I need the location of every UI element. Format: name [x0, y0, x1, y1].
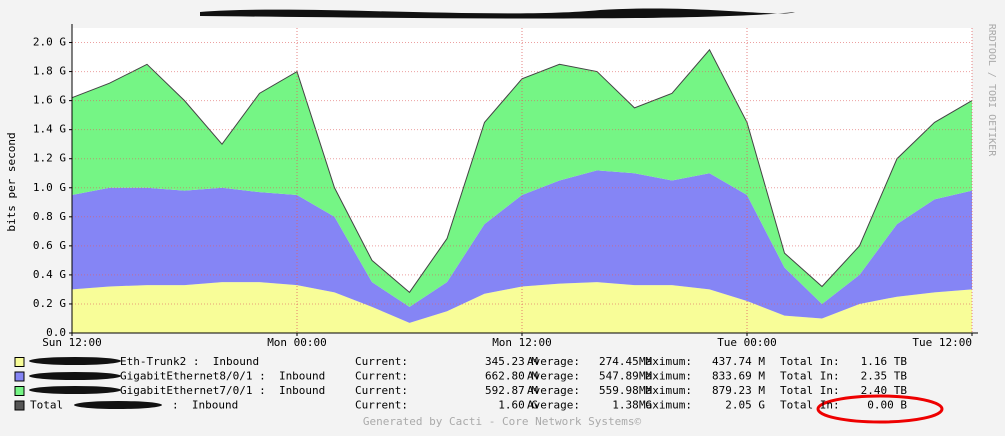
- total-outline: [71, 48, 973, 294]
- legend-stat-label: Total In:: [780, 384, 840, 397]
- footer: Generated by Cacti - Core Network System…: [363, 415, 642, 428]
- legend-stat-label: Average:: [527, 399, 580, 412]
- legend-stat-label: Average:: [527, 370, 580, 383]
- redactions: [29, 357, 162, 409]
- redacted-text: [29, 357, 121, 365]
- y-tick-label: 0.8 G: [33, 210, 66, 223]
- legend-swatch: [14, 371, 25, 382]
- legend-stat-value: 2.35 TB: [861, 370, 908, 383]
- x-tick-label: Sun 12:00: [42, 336, 102, 349]
- legend-stat-value: 1.60 G: [498, 399, 538, 412]
- legend-name: Total: [30, 399, 63, 412]
- legend-stat-value: 1.38 G: [612, 399, 652, 412]
- legend-stat-label: Maximum:: [639, 355, 692, 368]
- legend-swatch: [14, 400, 25, 411]
- legend-swatch: [14, 357, 25, 367]
- redacted-text: [29, 372, 121, 380]
- y-tick-label: 1.8 G: [33, 65, 66, 78]
- redacted-text: [29, 386, 121, 394]
- y-tick-label: 1.6 G: [33, 94, 66, 107]
- legend-stat-label: Total In:: [780, 370, 840, 383]
- legend-stat-label: Current:: [355, 399, 408, 412]
- legend-stat-value: 592.87 M: [485, 384, 538, 397]
- legend-stat-value: 547.89 M: [599, 370, 652, 383]
- x-tick-label: Tue 12:00: [912, 336, 972, 349]
- legend-stat-value: 437.74 M: [712, 355, 765, 368]
- legend-stat-label: Maximum:: [639, 399, 692, 412]
- y-tick-label: 1.2 G: [33, 152, 66, 165]
- legend-name: : Inbound: [172, 399, 238, 412]
- legend-name: GigabitEthernet8/0/1 : Inbound: [120, 370, 325, 383]
- legend-stat-value: 1.16 TB: [861, 355, 908, 368]
- redacted-title: [200, 8, 795, 19]
- legend-stat-value: 274.45 M: [599, 355, 652, 368]
- y-tick-label: 0.2 G: [33, 297, 66, 310]
- y-tick-label: 0.0: [46, 326, 66, 339]
- legend-stat-label: Average:: [527, 384, 580, 397]
- legend-stat-value: 345.23 M: [485, 355, 538, 368]
- annotation-circle: [816, 394, 944, 424]
- legend-stat-label: Current:: [355, 355, 408, 368]
- legend-stat-label: Total In:: [780, 355, 840, 368]
- legend-name: Eth-Trunk2 : Inbound: [120, 355, 259, 368]
- legend-swatch: [14, 386, 25, 396]
- redacted-text: [74, 401, 162, 409]
- legend-stat-value: 2.05 G: [725, 399, 765, 412]
- x-tick-label: Tue 00:00: [717, 336, 777, 349]
- legend-stat-value: 833.69 M: [712, 370, 765, 383]
- y-tick-label: 2.0 G: [33, 36, 66, 49]
- legend-stat-label: Current:: [355, 384, 408, 397]
- x-tick-label: Mon 00:00: [267, 336, 327, 349]
- legend-stat-value: 662.80 M: [485, 370, 538, 383]
- legend-stat-value: 2.40 TB: [861, 384, 908, 397]
- y-tick-label: 1.4 G: [33, 123, 66, 136]
- legend-stat-label: Maximum:: [639, 384, 692, 397]
- legend-stat-value: 559.98 M: [599, 384, 652, 397]
- y-tick-label: 1.0 G: [33, 181, 66, 194]
- side-label: RRDTOOL / TOBI OETIKER: [986, 24, 997, 157]
- legend-stat-value: 879.23 M: [712, 384, 765, 397]
- y-tick-label: 0.4 G: [33, 268, 66, 281]
- legend-stat-value: 0.00 B: [867, 399, 907, 412]
- x-tick-label: Mon 12:00: [492, 336, 552, 349]
- y-tick-label: 0.6 G: [33, 239, 66, 252]
- legend-stat-label: Current:: [355, 370, 408, 383]
- legend-stat-label: Maximum:: [639, 370, 692, 383]
- legend-stat-label: Average:: [527, 355, 580, 368]
- legend-name: GigabitEthernet7/0/1 : Inbound: [120, 384, 325, 397]
- legend-stat-label: Total In:: [780, 399, 840, 412]
- y-axis-label: bits per second: [5, 132, 18, 231]
